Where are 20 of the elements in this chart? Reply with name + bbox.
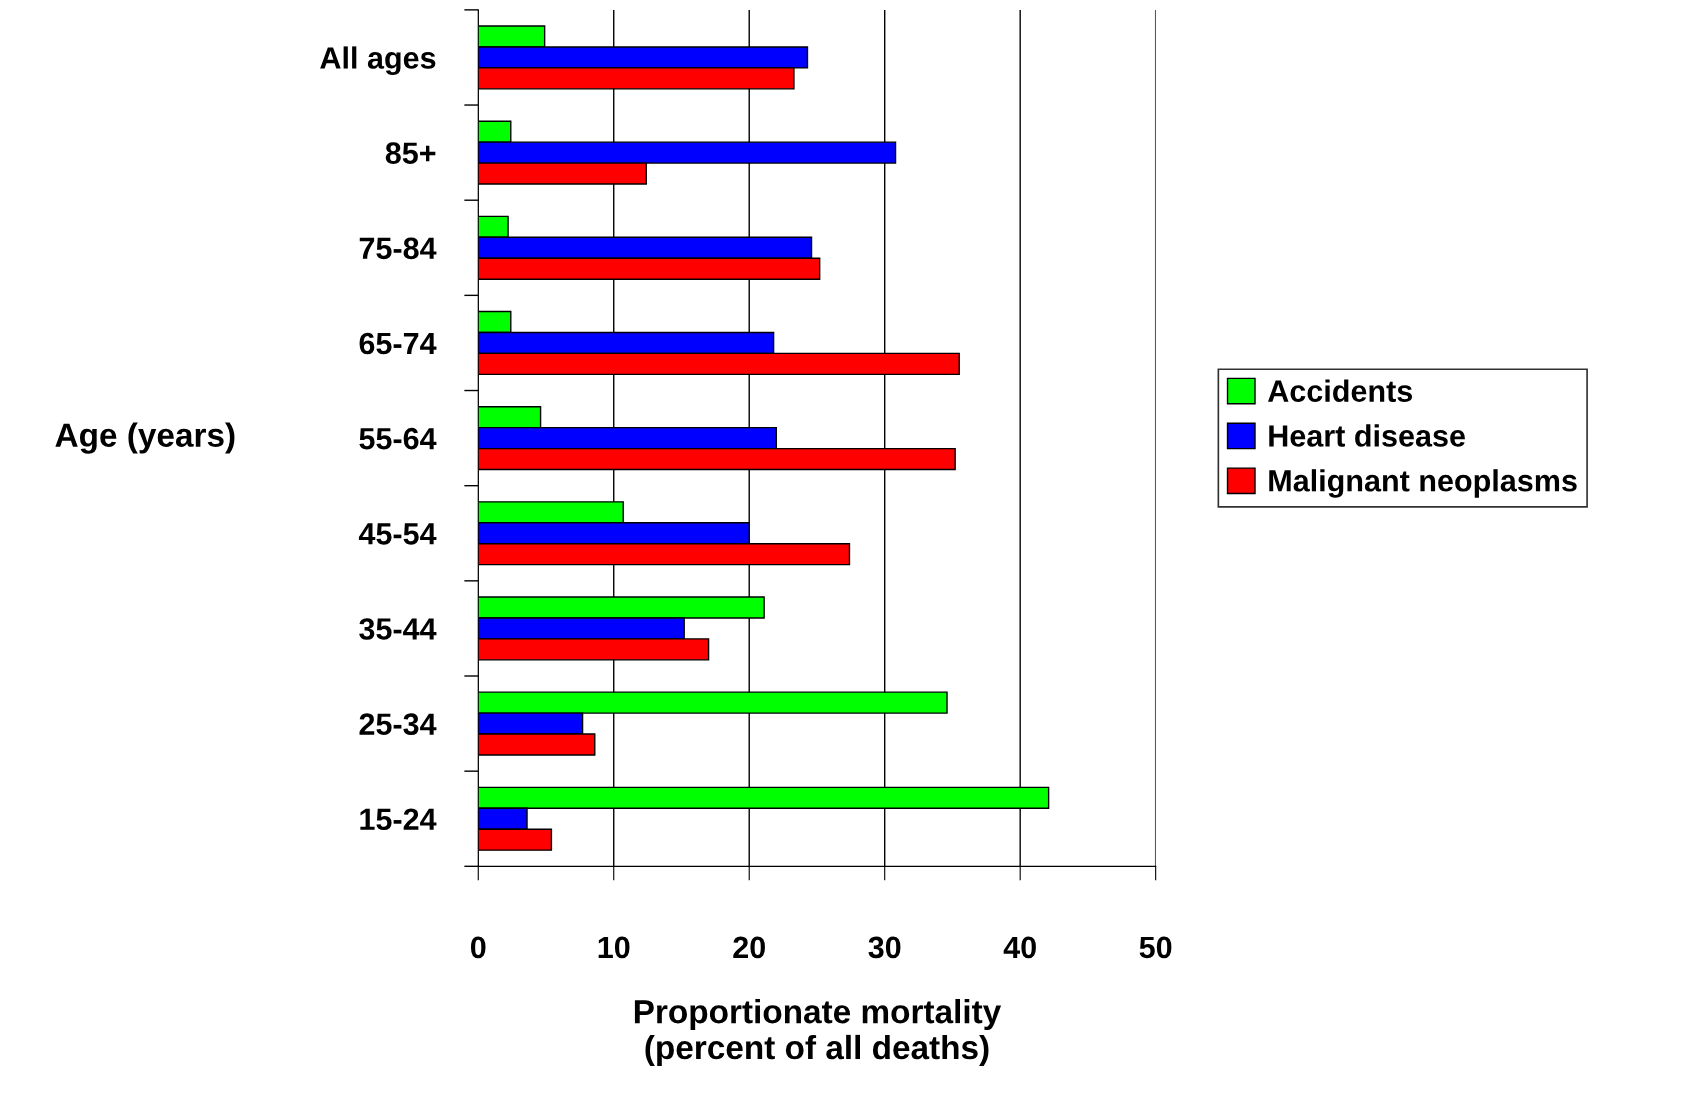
y-tick-label: 65-74	[359, 332, 437, 355]
y-tick-label: 15-24	[360, 808, 437, 831]
y-tick-label: 25-34	[359, 713, 437, 735]
y-tick-label: 85+	[385, 142, 436, 164]
x-tick-label: 30	[868, 936, 901, 959]
y-tick-label: All ages	[320, 46, 436, 76]
y-tick-label: 35-44	[359, 618, 437, 640]
legend-label: Heart disease	[1269, 424, 1465, 447]
y-tick-label: 45-54	[358, 523, 437, 545]
x-tick-label: 0	[470, 936, 486, 959]
legend-label: Accidents	[1268, 379, 1413, 402]
x-tick-label: 20	[733, 936, 765, 959]
x-axis-title: Proportionate mortality (percent of all deaths)	[634, 998, 1002, 1066]
x-tick-label: 40	[1003, 936, 1036, 959]
legend-label: Malignant neoplasms	[1269, 469, 1577, 498]
y-axis-title: Age (years)	[55, 422, 235, 454]
y-tick-label: 55-64	[359, 427, 437, 450]
y-tick-label: 75-84	[359, 237, 437, 260]
x-tick-label: 10	[598, 936, 630, 959]
x-tick-label: 50	[1139, 936, 1172, 959]
